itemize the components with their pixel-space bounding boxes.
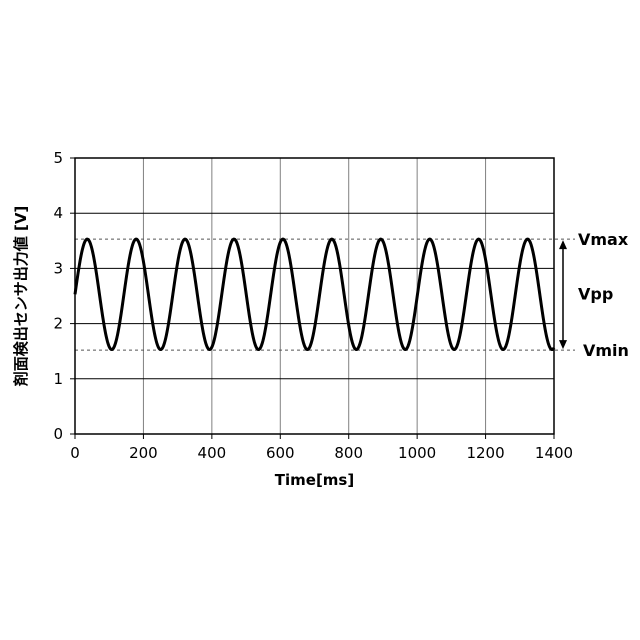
y-tick-label: 5 bbox=[53, 149, 63, 167]
vpp-arrow-head-top bbox=[559, 240, 567, 249]
y-axis-title: 剤面検出センサ出力値 [V] bbox=[12, 206, 30, 388]
y-tick-label: 4 bbox=[53, 204, 63, 222]
series-line bbox=[75, 239, 554, 349]
vmin-label: Vmin bbox=[583, 341, 629, 360]
x-tick-label: 600 bbox=[266, 444, 295, 462]
vmax-label: Vmax bbox=[578, 230, 629, 249]
vpp-annotation: Vmax Vpp Vmin bbox=[559, 230, 629, 360]
y-tick-labels: 0 1 2 3 4 5 bbox=[53, 149, 75, 443]
x-tick-label: 1200 bbox=[466, 444, 504, 462]
x-tick-label: 1400 bbox=[535, 444, 573, 462]
series-layer bbox=[75, 239, 554, 349]
vpp-arrow-head-bottom bbox=[559, 340, 567, 349]
x-tick-label: 1000 bbox=[398, 444, 436, 462]
x-tick-label: 200 bbox=[129, 444, 158, 462]
x-tick-label: 0 bbox=[70, 444, 80, 462]
y-tick-label: 1 bbox=[53, 370, 63, 388]
y-tick-label: 3 bbox=[53, 259, 63, 277]
grid-lines bbox=[75, 158, 554, 434]
x-tick-labels: 0 200 400 600 800 1000 1200 1400 bbox=[70, 434, 573, 462]
vpp-label: Vpp bbox=[578, 285, 613, 304]
y-tick-label: 0 bbox=[53, 425, 63, 443]
x-tick-label: 400 bbox=[198, 444, 227, 462]
y-tick-label: 2 bbox=[53, 315, 63, 333]
plot-frame bbox=[75, 158, 554, 434]
x-tick-label: 800 bbox=[334, 444, 363, 462]
x-axis-title: Time[ms] bbox=[275, 471, 354, 489]
